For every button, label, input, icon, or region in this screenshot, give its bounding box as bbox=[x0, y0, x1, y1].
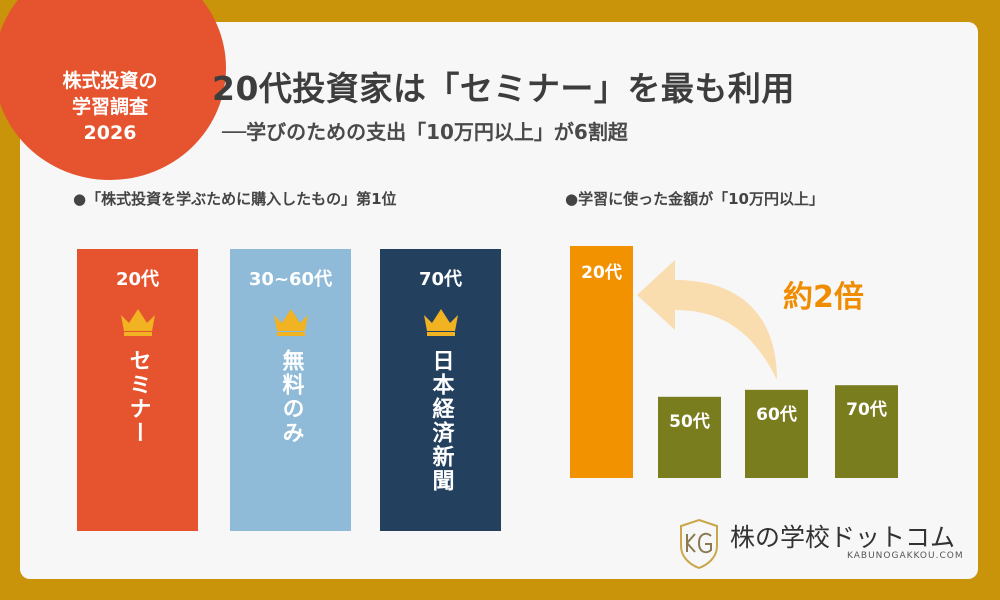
page-title: 20代投資家は「セミナー」を最も利用 bbox=[212, 69, 795, 108]
page-subtitle: ──学びのための支出「10万円以上」が6割超 bbox=[222, 120, 628, 144]
rank-column-30s-60s: 30~60代 無料のみ bbox=[230, 249, 351, 531]
brand-logo: 株の学校ドットコム KABUNOGAKKOU.COM bbox=[675, 516, 965, 576]
bar-label-1: 50代 bbox=[669, 411, 710, 432]
spending-bar-chart: 20代 50代 60代 70代 bbox=[555, 240, 905, 490]
crown-icon bbox=[273, 309, 308, 336]
badge-line-3: 2026 bbox=[83, 122, 137, 144]
badge-line-1: 株式投資の bbox=[62, 70, 158, 92]
bar-3 bbox=[835, 385, 898, 478]
bar-0 bbox=[570, 246, 633, 478]
rank-column-20s: 20代 セミナー bbox=[77, 249, 198, 531]
column-item-label: 無料のみ bbox=[278, 349, 304, 445]
bar-label-2: 60代 bbox=[756, 404, 797, 425]
bar-1 bbox=[658, 396, 721, 478]
column-age-label: 70代 bbox=[418, 269, 463, 290]
crown-icon bbox=[120, 309, 155, 336]
logo-name: 株の学校ドットコム bbox=[730, 523, 956, 552]
survey-badge: 株式投資の 学習調査 2026 bbox=[0, 0, 226, 180]
chart-svg: 20代 50代 60代 70代 bbox=[570, 246, 898, 478]
logo-url: KABUNOGAKKOU.COM bbox=[847, 551, 964, 561]
bar-label-0: 20代 bbox=[581, 262, 622, 283]
bar-2 bbox=[745, 389, 808, 478]
shield-logo-icon bbox=[680, 518, 718, 570]
column-item-label: 日本経済新聞 bbox=[428, 349, 454, 493]
badge-line-2: 学習調査 bbox=[71, 96, 148, 118]
right-section-label: ●学習に使った金額が「10万円以上」 bbox=[565, 190, 824, 208]
increase-arrow bbox=[637, 260, 777, 380]
ratio-annotation: 約2倍 bbox=[783, 280, 864, 315]
column-age-label: 20代 bbox=[115, 269, 160, 290]
left-section-label: ●「株式投資を学ぶために購入したもの」第1位 bbox=[73, 190, 397, 208]
column-item-label: セミナー bbox=[125, 349, 151, 445]
bar-label-3: 70代 bbox=[846, 399, 887, 420]
column-age-label: 30~60代 bbox=[248, 269, 333, 290]
crown-icon bbox=[423, 309, 458, 336]
rank-column-70s: 70代 日本経済新聞 bbox=[380, 249, 501, 531]
